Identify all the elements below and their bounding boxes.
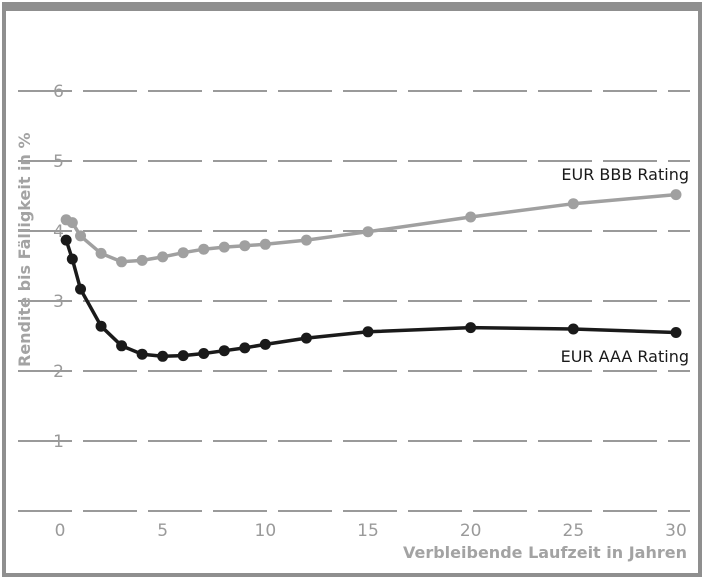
x-tick-label-25: 25 <box>563 521 585 541</box>
series-1-point-10 <box>239 342 251 354</box>
y-tick-label-3: 3 <box>53 292 64 312</box>
series-1-point-6 <box>157 350 169 362</box>
chart-top-bar <box>4 4 700 11</box>
series-0-point-6 <box>157 251 169 263</box>
x-tick-label-10: 10 <box>255 521 277 541</box>
series-0-point-16 <box>670 189 682 201</box>
x-axis-title: Verbleibende Laufzeit in Jahren <box>403 543 687 562</box>
x-tick-label-0: 0 <box>55 521 66 541</box>
series-0-point-9 <box>218 241 230 253</box>
series-label-aaa: EUR AAA Rating <box>561 347 689 366</box>
series-0-point-11 <box>259 238 271 250</box>
series-0-point-15 <box>567 198 579 210</box>
series-0-point-14 <box>465 211 477 223</box>
series-1-point-3 <box>95 320 107 332</box>
series-1-point-4 <box>116 340 128 352</box>
series-0-point-1 <box>66 217 78 229</box>
series-1-point-14 <box>465 322 477 334</box>
series-1-point-0 <box>60 234 72 246</box>
series-0-point-4 <box>116 256 128 268</box>
x-tick-label-20: 20 <box>460 521 482 541</box>
y-tick-label-5: 5 <box>53 152 64 172</box>
series-1-point-8 <box>198 348 210 359</box>
x-tick-label-5: 5 <box>157 521 168 541</box>
series-0-point-2 <box>75 230 87 242</box>
x-tick-labels: 0 5 10 15 20 25 30 <box>55 521 687 541</box>
y-tick-label-2: 2 <box>53 362 64 382</box>
series-1-point-9 <box>218 345 230 357</box>
series-0-point-7 <box>177 247 189 259</box>
y-tick-labels: 1 2 3 4 5 6 <box>53 82 64 452</box>
series-0-point-5 <box>136 254 148 266</box>
series-0-point-10 <box>239 240 251 252</box>
series-1-point-15 <box>567 323 579 335</box>
series-0-point-8 <box>198 243 210 255</box>
series-1-point-2 <box>75 283 87 295</box>
series-label-bbb: EUR BBB Rating <box>561 165 689 184</box>
series-0-point-13 <box>362 226 374 238</box>
series-0-point-3 <box>95 247 107 259</box>
y-tick-label-6: 6 <box>53 82 64 102</box>
grid-lines <box>18 90 690 512</box>
y-axis-title: Rendite bis Fälligkeit in % <box>15 132 34 367</box>
series-1-point-13 <box>362 326 374 338</box>
x-tick-label-30: 30 <box>665 521 687 541</box>
series-1-point-11 <box>259 338 271 350</box>
series-1-point-1 <box>66 253 78 265</box>
series-group <box>60 189 682 362</box>
y-tick-label-4: 4 <box>53 222 64 242</box>
series-1-point-7 <box>177 350 189 362</box>
x-tick-label-15: 15 <box>357 521 379 541</box>
series-1-point-16 <box>670 327 682 338</box>
series-1-point-12 <box>300 332 312 344</box>
y-tick-label-1: 1 <box>53 432 64 452</box>
series-0-point-12 <box>300 234 312 246</box>
series-1-point-5 <box>136 348 148 360</box>
